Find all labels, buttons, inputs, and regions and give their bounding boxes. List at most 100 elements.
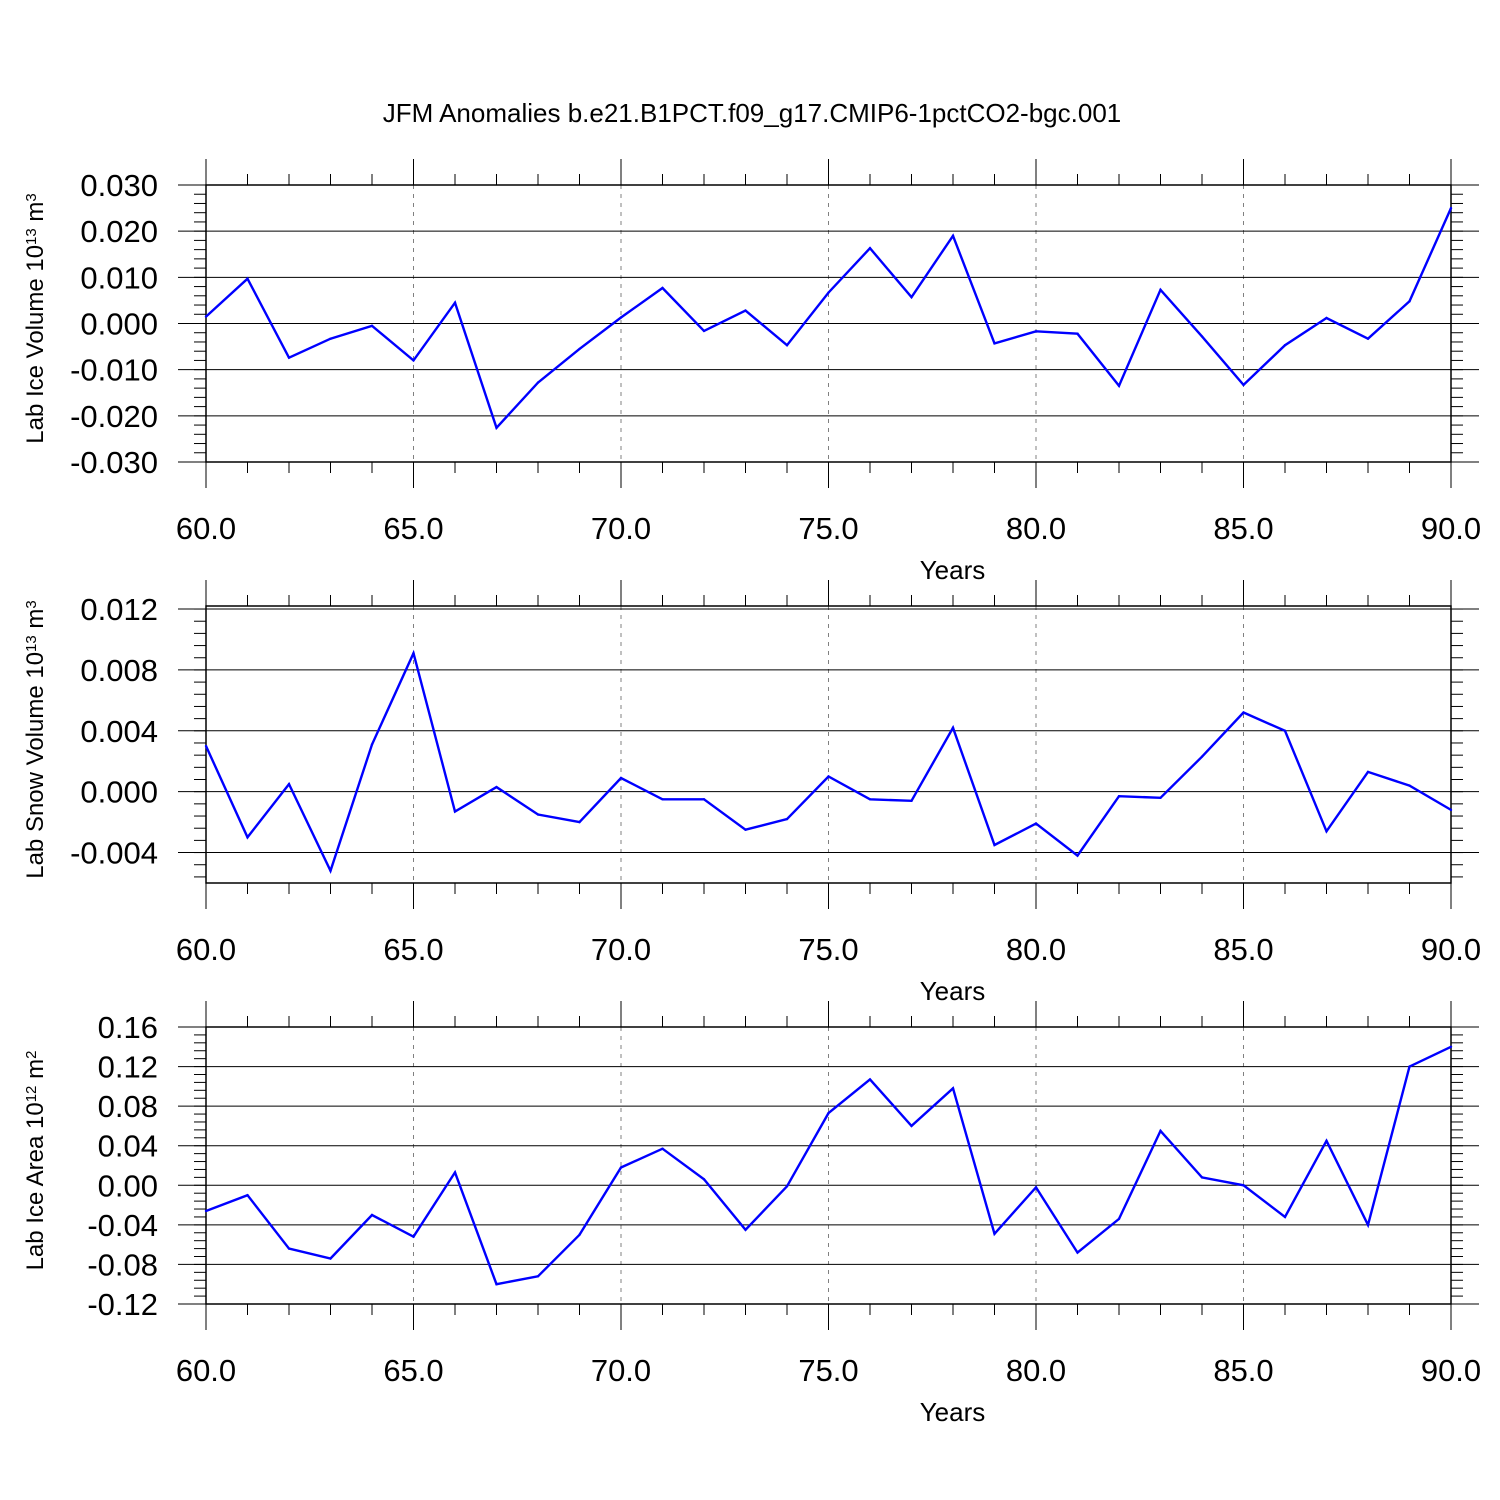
data-point xyxy=(246,836,249,839)
data-point xyxy=(744,1228,747,1232)
data-point xyxy=(619,316,623,319)
data-point xyxy=(329,1257,332,1260)
data-point xyxy=(204,1209,208,1213)
x-tick-label: 65.0 xyxy=(383,932,443,967)
data-point xyxy=(287,1247,291,1250)
plot-frame xyxy=(205,184,1452,463)
y-axis-label: Lab Snow Volume 1013 m3 xyxy=(22,600,49,879)
data-point xyxy=(827,775,830,778)
data-point xyxy=(910,295,913,299)
data-point xyxy=(1366,337,1370,340)
data-point xyxy=(1200,755,1204,758)
x-tick-label: 60.0 xyxy=(176,932,236,967)
data-point xyxy=(370,324,374,328)
data-point xyxy=(1325,316,1328,320)
data-point xyxy=(1242,383,1245,387)
data-point xyxy=(1076,854,1079,857)
data-point xyxy=(578,1233,581,1236)
y-tick-label: -0.020 xyxy=(70,399,158,434)
x-tick-label: 85.0 xyxy=(1213,932,1273,967)
y-tick-label: -0.030 xyxy=(70,445,158,480)
y-axis-label: Lab Ice Area 1012 m2 xyxy=(22,1051,49,1271)
y-tick-label: 0.030 xyxy=(80,168,158,203)
x-tick-label: 80.0 xyxy=(1006,511,1066,546)
y-tick-label: 0.04 xyxy=(98,1129,158,1164)
data-point xyxy=(1283,729,1287,733)
data-point xyxy=(619,776,623,780)
data-point xyxy=(204,315,208,318)
y-axis-label-text: Lab Ice Area 10 xyxy=(22,1102,49,1270)
data-point xyxy=(827,291,830,294)
data-point xyxy=(204,744,208,748)
data-point xyxy=(868,798,872,801)
data-point xyxy=(661,286,664,290)
data-point xyxy=(993,843,996,847)
x-tick-label: 70.0 xyxy=(591,1353,651,1388)
data-point xyxy=(1283,1215,1287,1219)
data-point xyxy=(1117,1217,1121,1221)
x-tick-label: 60.0 xyxy=(176,1353,236,1388)
data-point xyxy=(702,798,706,801)
data-point xyxy=(1076,332,1079,335)
x-tick-label: 70.0 xyxy=(591,511,651,546)
data-point xyxy=(1242,711,1245,714)
x-tick-label: 65.0 xyxy=(383,1353,443,1388)
y-axis-label-text: m xyxy=(22,1059,49,1086)
y-tick-label: -0.12 xyxy=(87,1287,158,1322)
data-point xyxy=(1449,206,1453,210)
data-point xyxy=(702,1178,706,1181)
x-tick-label: 80.0 xyxy=(1006,1353,1066,1388)
data-point xyxy=(329,869,332,873)
y-axis-label-superscript: 13 xyxy=(23,228,40,245)
y-tick-label: 0.12 xyxy=(98,1050,158,1085)
x-tick-label: 75.0 xyxy=(798,932,858,967)
data-point xyxy=(1366,1223,1370,1227)
y-tick-label: -0.04 xyxy=(87,1208,158,1243)
y-tick-label: 0.010 xyxy=(80,260,158,295)
data-point xyxy=(1408,300,1411,303)
data-point xyxy=(661,798,664,801)
data-point xyxy=(1408,1065,1411,1068)
y-axis-label-superscript: 3 xyxy=(23,600,40,608)
x-tick-label: 85.0 xyxy=(1213,511,1273,546)
data-point xyxy=(993,1232,996,1235)
y-tick-label: 0.000 xyxy=(80,307,158,342)
data-point xyxy=(1200,335,1204,338)
data-point xyxy=(1449,808,1453,812)
data-point xyxy=(1159,796,1162,799)
data-point xyxy=(412,1235,415,1238)
y-tick-label: -0.004 xyxy=(70,836,158,871)
data-point xyxy=(536,813,540,816)
data-point xyxy=(1325,830,1328,833)
x-tick-label: 90.0 xyxy=(1421,1353,1481,1388)
data-point xyxy=(1034,822,1038,825)
data-point xyxy=(287,782,291,786)
data-point xyxy=(246,277,249,280)
data-point xyxy=(661,1147,664,1150)
x-axis-label: Years xyxy=(920,555,986,585)
data-point xyxy=(785,817,789,821)
data-point xyxy=(868,247,872,250)
data-point xyxy=(993,342,996,345)
x-tick-label: 75.0 xyxy=(798,511,858,546)
data-point xyxy=(619,1166,623,1169)
data-point xyxy=(1117,795,1121,798)
y-tick-label: -0.08 xyxy=(87,1247,158,1282)
x-tick-label: 90.0 xyxy=(1421,511,1481,546)
data-point xyxy=(868,1078,872,1081)
data-point xyxy=(1325,1139,1328,1142)
data-point xyxy=(1408,784,1411,787)
y-tick-label: 0.012 xyxy=(80,592,158,627)
data-point xyxy=(578,347,581,351)
y-tick-label: 0.004 xyxy=(80,714,158,749)
y-axis-label-text: m xyxy=(22,609,49,636)
data-point xyxy=(1159,288,1162,291)
plot-frame xyxy=(205,1026,1452,1305)
data-point xyxy=(1449,1045,1453,1048)
data-point xyxy=(1242,1184,1245,1187)
y-axis-label-superscript: 13 xyxy=(23,635,40,652)
data-point xyxy=(495,1283,498,1286)
data-point xyxy=(910,1124,913,1128)
y-tick-label: -0.010 xyxy=(70,353,158,388)
